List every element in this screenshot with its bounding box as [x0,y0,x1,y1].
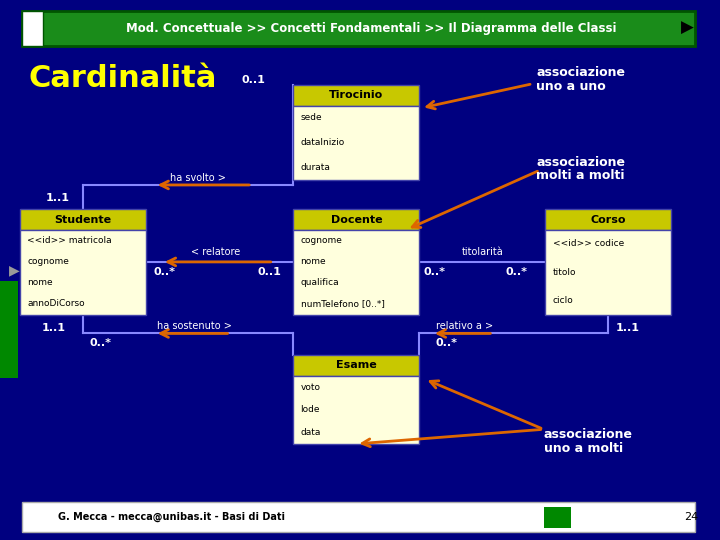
Text: 1..1: 1..1 [616,323,639,333]
Text: 1..1: 1..1 [45,193,70,204]
Text: sede: sede [301,113,323,123]
Text: Esame: Esame [336,360,377,370]
Text: Studente: Studente [54,214,112,225]
Bar [22,11,43,46]
Text: 24: 24 [684,512,698,522]
Bar [0,281,18,378]
Text: 0..*: 0..* [505,267,528,276]
Text: numTelefono [0..*]: numTelefono [0..*] [301,300,384,308]
Text: 0..*: 0..* [436,338,458,348]
Text: nome: nome [27,278,53,287]
Text: ▶: ▶ [681,19,694,37]
Text: 0..1: 0..1 [258,267,282,276]
Bar [22,11,695,46]
Text: 0..1: 0..1 [242,75,266,85]
Bar [294,355,419,375]
Text: relativo a >: relativo a > [436,321,493,332]
Text: Cardinalità: Cardinalità [29,64,217,93]
Text: data: data [301,428,321,437]
Text: <<id>> matricola: <<id>> matricola [27,236,112,245]
Bar [22,502,695,532]
Text: uno a molti: uno a molti [544,442,623,455]
Text: 0..*: 0..* [90,338,112,348]
Text: 1..1: 1..1 [42,323,66,333]
Text: uno a uno: uno a uno [536,80,606,93]
Text: Tirocinio: Tirocinio [329,90,384,100]
Text: ▶: ▶ [9,263,19,277]
Text: Mod. Concettuale >> Concetti Fondamentali >> Il Diagramma delle Classi: Mod. Concettuale >> Concetti Fondamental… [125,22,616,35]
Text: associazione: associazione [536,66,626,79]
Text: datalnizio: datalnizio [301,138,345,147]
Bar [20,230,145,314]
Text: voto: voto [301,382,320,392]
Text: nome: nome [301,257,326,266]
Text: Corso: Corso [590,214,626,225]
Text: Docente: Docente [330,214,382,225]
Text: ha sostenuto >: ha sostenuto > [157,321,232,332]
Text: titolarità: titolarità [462,247,503,257]
Text: associazione: associazione [544,428,633,441]
Text: titolo: titolo [553,268,576,276]
Bar [294,376,419,444]
Text: 0..*: 0..* [423,267,445,276]
Text: associazione: associazione [536,156,626,168]
Text: lode: lode [301,406,320,414]
Text: ha svolto >: ha svolto > [170,173,226,183]
Text: ciclo: ciclo [553,296,573,305]
Text: qualifica: qualifica [301,278,339,287]
Bar [546,230,671,314]
Bar [20,209,145,230]
Bar [544,507,571,528]
Text: 0..*: 0..* [153,267,175,276]
Bar [294,209,419,230]
Text: durata: durata [301,163,330,172]
Text: G. Mecca - mecca@unibas.it - Basi di Dati: G. Mecca - mecca@unibas.it - Basi di Dat… [58,511,284,522]
Text: annoDiCorso: annoDiCorso [27,300,85,308]
Text: cognome: cognome [301,236,343,245]
Bar [546,209,671,230]
Bar [294,230,419,314]
Text: molti a molti: molti a molti [536,169,625,182]
Bar [294,85,419,106]
Text: cognome: cognome [27,257,69,266]
Text: < relatore: < relatore [192,247,240,257]
Text: <<id>> codice: <<id>> codice [553,239,624,248]
Bar [294,106,419,179]
